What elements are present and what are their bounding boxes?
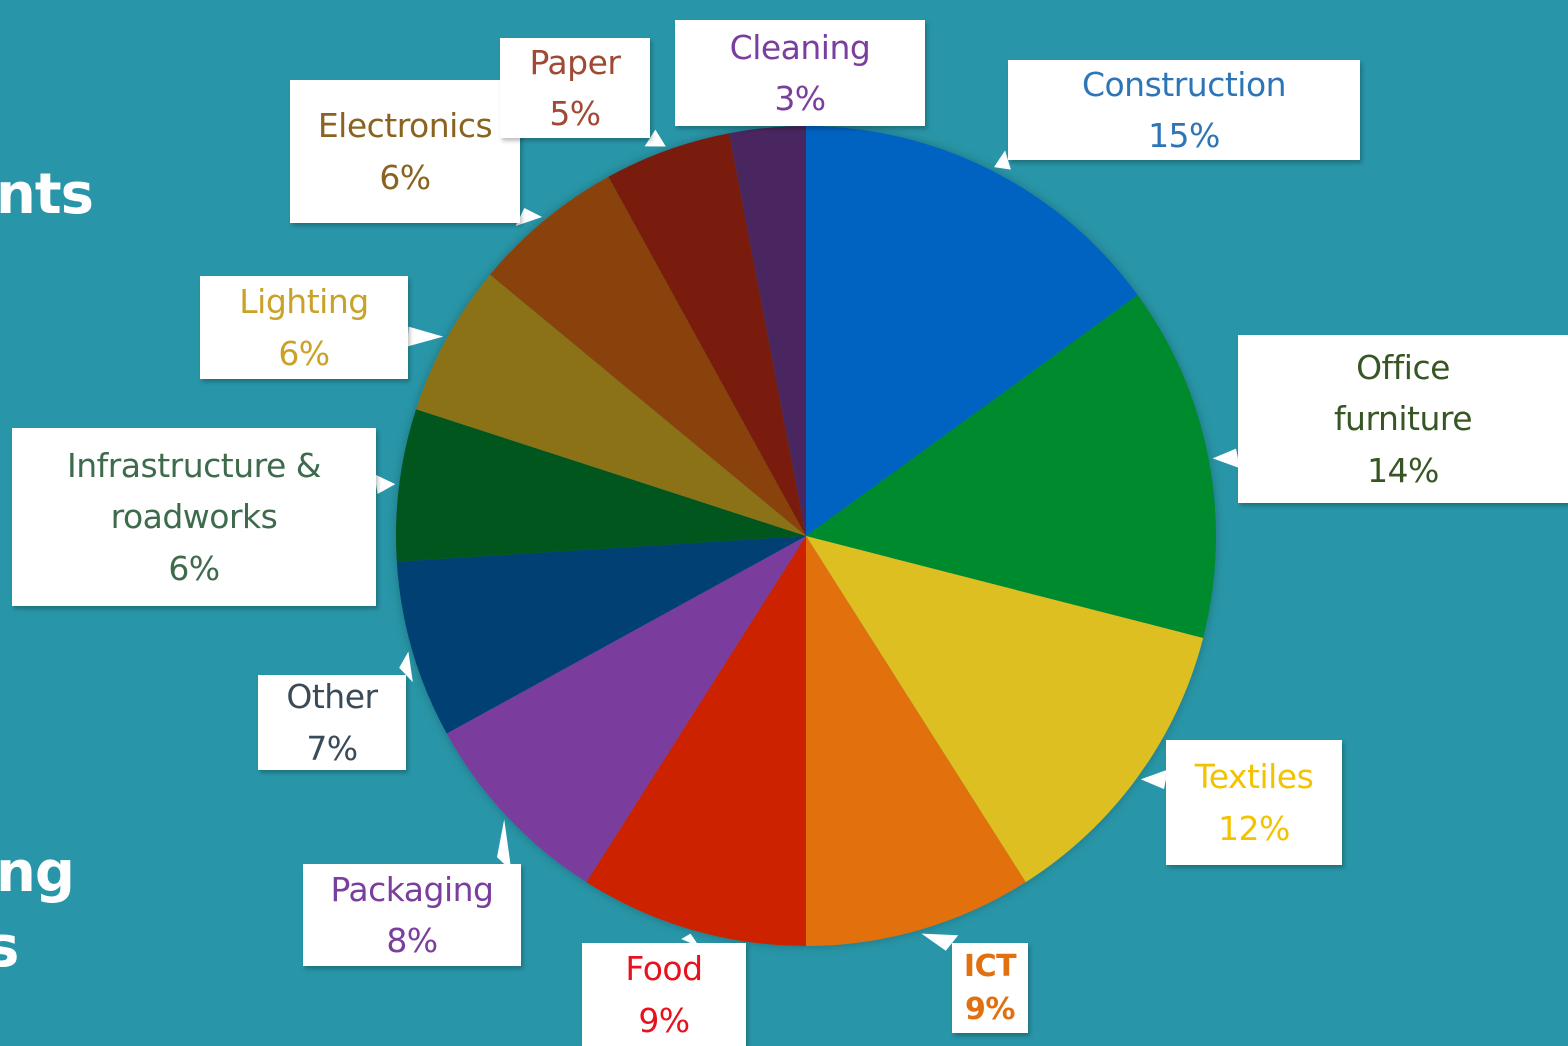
callout-pointer bbox=[374, 474, 396, 494]
callout-ict: ICT 9% bbox=[952, 943, 1028, 1033]
pie-slice-cleaning bbox=[729, 126, 806, 536]
callout-packaging: Packaging 8% bbox=[303, 864, 521, 966]
slice-percentage: 9% bbox=[965, 992, 1015, 1027]
callout-office-furniture: Office furniture 14% bbox=[1238, 335, 1568, 503]
slice-label: roadworks bbox=[110, 497, 278, 537]
slice-percentage: 3% bbox=[774, 79, 826, 118]
pie-slice-other bbox=[396, 536, 806, 734]
pie-slice-office-furniture bbox=[806, 295, 1217, 638]
pie-slice-lighting bbox=[416, 274, 806, 536]
pie-slice-paper bbox=[608, 133, 806, 536]
callout-pointer bbox=[399, 651, 413, 683]
callout-lighting: Lighting 6% bbox=[200, 276, 408, 379]
slice-label: furniture bbox=[1333, 399, 1473, 439]
callout-pointer bbox=[994, 150, 1011, 170]
background-text-3: s bbox=[0, 915, 19, 980]
slice-label: Textiles bbox=[1194, 757, 1314, 797]
slice-percentage: 6% bbox=[379, 157, 431, 197]
slice-label: Packaging bbox=[330, 869, 494, 909]
slice-percentage: 6% bbox=[278, 333, 330, 373]
callout-pointer bbox=[515, 208, 543, 226]
callout-pointer bbox=[1140, 769, 1168, 790]
slice-label: ICT bbox=[963, 948, 1017, 984]
slice-label: Electronics bbox=[317, 106, 493, 146]
slice-percentage: 6% bbox=[168, 548, 220, 588]
pie-slice-food bbox=[586, 536, 806, 946]
callout-food: Food 9% bbox=[582, 943, 746, 1046]
slice-percentage: 7% bbox=[306, 728, 358, 768]
slice-percentage: 14% bbox=[1367, 450, 1439, 490]
callout-other: Other 7% bbox=[258, 675, 406, 770]
slice-label: Food bbox=[625, 949, 703, 989]
slice-percentage: 12% bbox=[1218, 808, 1290, 848]
slice-label: Office bbox=[1356, 348, 1450, 388]
background-text-2: ng bbox=[0, 840, 75, 905]
slice-label: Infrastructure & bbox=[66, 446, 322, 486]
pie-slice-packaging bbox=[446, 536, 806, 883]
callout-paper: Paper 5% bbox=[500, 38, 650, 138]
pie-slice-construction bbox=[806, 126, 1138, 536]
slice-percentage: 9% bbox=[638, 1000, 690, 1040]
slice-label: Other bbox=[286, 677, 378, 717]
slice-label: Construction bbox=[1081, 64, 1287, 104]
callout-cleaning: Cleaning 3% bbox=[675, 20, 925, 126]
slice-label: Lighting bbox=[239, 282, 369, 322]
slice-percentage: 8% bbox=[386, 921, 438, 960]
pie-slice-textiles bbox=[806, 536, 1204, 883]
slice-label: Cleaning bbox=[729, 27, 871, 67]
callout-pointer bbox=[1212, 448, 1240, 469]
callout-pointer bbox=[644, 129, 666, 147]
callout-pointer bbox=[921, 933, 959, 951]
pie-slice-electronics bbox=[490, 176, 806, 536]
slice-percentage: 5% bbox=[549, 94, 601, 133]
pie-slice-infrastructure-roadworks bbox=[396, 409, 806, 562]
callout-pointer bbox=[497, 819, 512, 871]
background-text-1: nts bbox=[0, 162, 94, 227]
slice-label: Paper bbox=[529, 42, 621, 82]
pie-slice-ict bbox=[806, 536, 1026, 946]
callout-infrastructure-roadworks: Infrastructure & roadworks 6% bbox=[12, 428, 376, 606]
callout-electronics: Electronics 6% bbox=[290, 80, 520, 223]
slice-percentage: 15% bbox=[1148, 116, 1220, 155]
callout-pointer bbox=[407, 326, 444, 347]
callout-construction: Construction 15% bbox=[1008, 60, 1360, 160]
callout-textiles: Textiles 12% bbox=[1166, 740, 1342, 865]
